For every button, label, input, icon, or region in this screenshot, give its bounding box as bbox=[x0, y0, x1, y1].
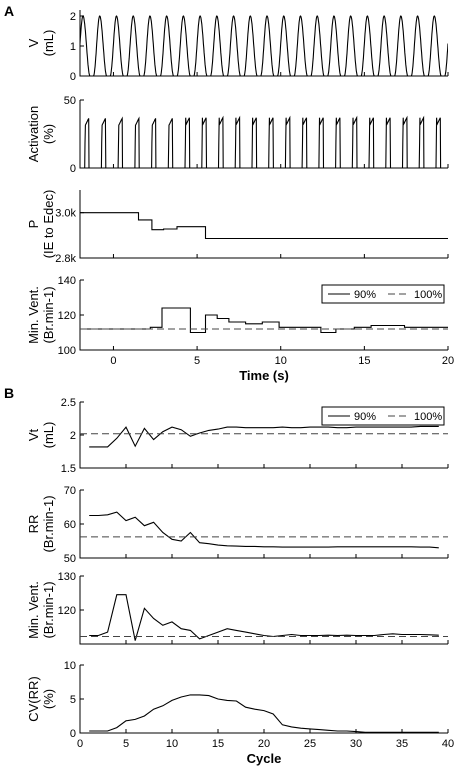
y-tick-label: 100 bbox=[58, 345, 76, 357]
x-tick-label: 30 bbox=[350, 738, 362, 750]
x-axis-label: Time (s) bbox=[239, 368, 289, 383]
x-tick-label: 5 bbox=[123, 738, 129, 750]
x-tick-label: 5 bbox=[194, 355, 200, 367]
x-tick-label: 35 bbox=[396, 738, 408, 750]
x-tick-label: 15 bbox=[358, 355, 370, 367]
y-tick-label: 1 bbox=[70, 41, 76, 53]
series-line bbox=[83, 115, 448, 169]
y-axis-label: Min. Vent.(Br.min-1) bbox=[26, 581, 56, 639]
subplot-4: 100 120 140 0 5 10 15 20 Time (s) Min. Vent.(Br.m… bbox=[26, 275, 454, 383]
y-tick-label: 3.0k bbox=[55, 208, 76, 220]
y-tick-label: 120 bbox=[58, 605, 76, 617]
y-axis-label: RR(Br.min-1) bbox=[26, 495, 56, 552]
y-tick-label: 130 bbox=[58, 571, 76, 583]
y-tick-label: 60 bbox=[64, 519, 76, 531]
y-axis-label: CV(RR)(%) bbox=[26, 676, 56, 722]
panel-label-A: A bbox=[4, 3, 14, 19]
y-tick-label: 10 bbox=[64, 660, 76, 672]
y-tick-label: 2.8k bbox=[55, 253, 76, 265]
subplot-3: 2.8k 3.0kP(IE to Edec) bbox=[26, 190, 449, 265]
subplot-8: 0 5 10 0 5 10 15 20 25 30 35 40 Cycle CV(RR)(%) bbox=[26, 660, 454, 766]
series-line-main bbox=[80, 212, 448, 240]
y-tick-label: 70 bbox=[64, 485, 76, 497]
x-tick-label: 10 bbox=[166, 738, 178, 750]
y-tick-label: 50 bbox=[64, 553, 76, 565]
y-tick-label: 0 bbox=[70, 728, 76, 740]
y-axis-label: P(IE to Edec) bbox=[26, 190, 56, 259]
series-line bbox=[80, 15, 448, 77]
y-tick-label: 0 bbox=[70, 163, 76, 175]
subplot-1: 0 1 2 V(mL) bbox=[26, 10, 449, 83]
y-tick-label: 140 bbox=[58, 275, 76, 287]
panel-label-B: B bbox=[4, 385, 14, 401]
y-tick-label: 0 bbox=[70, 71, 76, 83]
subplot-5: 1.5 2 2.5 Vt(mL) 90% 100% bbox=[26, 397, 449, 475]
series-line-90pct bbox=[80, 307, 448, 334]
y-axis-label: V(mL) bbox=[26, 30, 56, 57]
y-tick-label: 120 bbox=[58, 310, 76, 322]
legend-entry: 100% bbox=[414, 411, 442, 423]
x-tick-label: 25 bbox=[304, 738, 316, 750]
y-tick-label: 5 bbox=[70, 694, 76, 706]
y-tick-label: 2.5 bbox=[61, 397, 76, 409]
x-tick-label: 0 bbox=[110, 355, 116, 367]
y-axis-label: Min. Vent.(Br.min-1) bbox=[26, 286, 56, 344]
y-axis-label: Activation(%) bbox=[26, 106, 56, 162]
series-line-90pct bbox=[89, 425, 439, 448]
series-line-90pct bbox=[89, 594, 439, 641]
series-line-90pct bbox=[89, 511, 439, 549]
axes-frame bbox=[79, 665, 448, 734]
y-tick-label: 1.5 bbox=[61, 463, 76, 475]
x-tick-label: 0 bbox=[77, 738, 83, 750]
series-line-90pct bbox=[89, 694, 439, 733]
x-axis-label: Cycle bbox=[247, 751, 282, 766]
subplot-6: 50 60 70 RR(Br.min-1) bbox=[26, 485, 449, 565]
legend: 90% 100% bbox=[321, 284, 445, 304]
legend-entry: 100% bbox=[414, 289, 442, 301]
legend: 90% 100% bbox=[321, 406, 445, 426]
x-tick-label: 15 bbox=[212, 738, 224, 750]
subplot-2: 0 50 Activation(%) bbox=[26, 95, 449, 175]
legend-entry: 90% bbox=[354, 289, 376, 301]
x-tick-label: 40 bbox=[442, 738, 454, 750]
x-tick-label: 20 bbox=[258, 738, 270, 750]
legend-entry: 90% bbox=[354, 411, 376, 423]
x-tick-label: 20 bbox=[442, 355, 454, 367]
y-tick-label: 50 bbox=[64, 95, 76, 107]
y-axis-label: Vt(mL) bbox=[26, 422, 56, 449]
y-tick-label: 2 bbox=[70, 430, 76, 442]
axes-frame bbox=[79, 490, 448, 559]
x-tick-label: 10 bbox=[275, 355, 287, 367]
axes-frame bbox=[79, 190, 448, 259]
y-tick-label: 2 bbox=[70, 11, 76, 23]
